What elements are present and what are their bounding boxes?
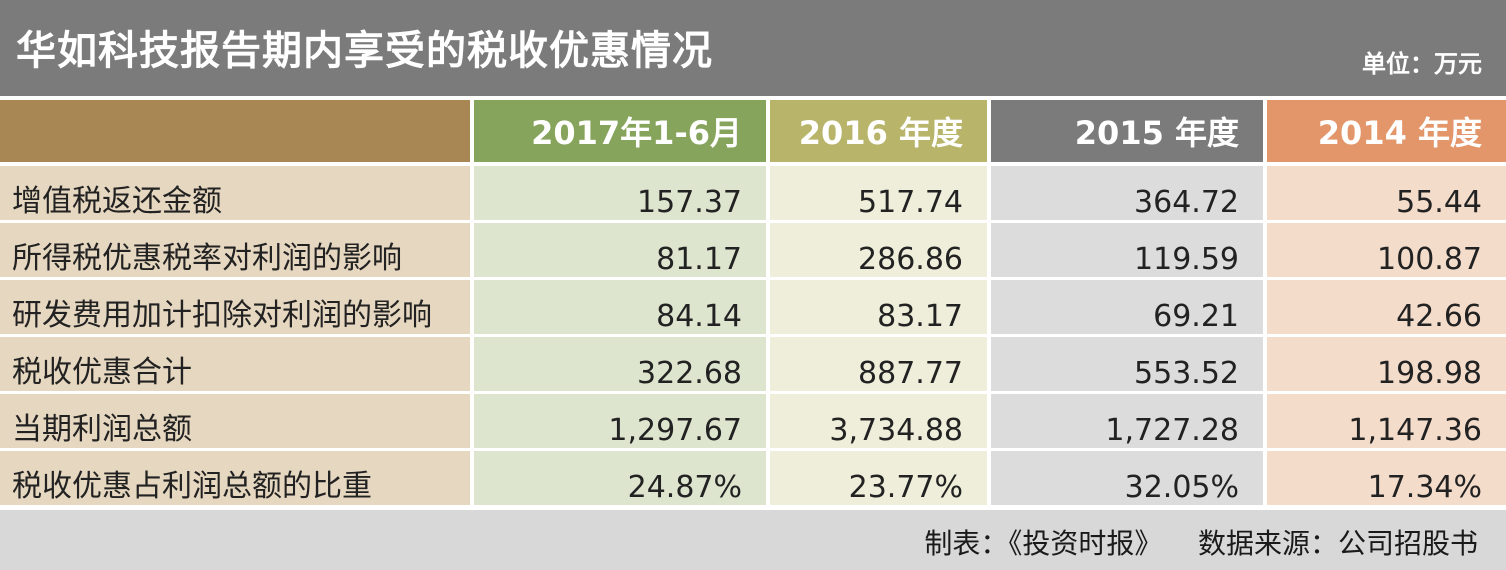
row-label: 当期利润总额 xyxy=(0,392,474,451)
table-cell: 32.05% xyxy=(989,449,1267,508)
table-cell: 1,727.28 xyxy=(989,392,1267,451)
header-row: 2017年1-6月 2016 年度 2015 年度 2014 年度 xyxy=(0,100,1506,166)
column-header: 2015 年度 xyxy=(989,100,1267,166)
row-label: 增值税返还金额 xyxy=(0,164,474,223)
row-label: 税收优惠占利润总额的比重 xyxy=(0,449,474,508)
footer-maker: 制表：《投资时报》 xyxy=(924,527,1163,560)
table-cell: 553.52 xyxy=(989,335,1267,394)
table-cell: 1,147.36 xyxy=(1265,392,1506,451)
table-row: 税收优惠合计 322.68 887.77 553.52 198.98 xyxy=(0,335,1506,394)
column-header: 2014 年度 xyxy=(1265,100,1506,166)
table-cell: 286.86 xyxy=(768,221,991,280)
table-cell: 81.17 xyxy=(472,221,770,280)
table-cell: 84.14 xyxy=(472,278,770,337)
header-label-cell xyxy=(0,100,474,166)
title-bar: 华如科技报告期内享受的税收优惠情况 单位：万元 xyxy=(0,0,1506,96)
table-cell: 198.98 xyxy=(1265,335,1506,394)
table-cell: 17.34% xyxy=(1265,449,1506,508)
table-cell: 24.87% xyxy=(472,449,770,508)
row-label: 所得税优惠税率对利润的影响 xyxy=(0,221,474,280)
table-row: 当期利润总额 1,297.67 3,734.88 1,727.28 1,147.… xyxy=(0,392,1506,451)
table-cell: 55.44 xyxy=(1265,164,1506,223)
table-cell: 1,297.67 xyxy=(472,392,770,451)
footer-gap xyxy=(1171,527,1189,560)
table-cell: 887.77 xyxy=(768,335,991,394)
footer-source: 数据来源：公司招股书 xyxy=(1197,527,1478,560)
column-header: 2017年1-6月 xyxy=(472,100,770,166)
footer-bar: 制表：《投资时报》 数据来源：公司招股书 xyxy=(0,510,1506,570)
table-cell: 69.21 xyxy=(989,278,1267,337)
table-cell: 119.59 xyxy=(989,221,1267,280)
table-cell: 157.37 xyxy=(472,164,770,223)
table-cell: 100.87 xyxy=(1265,221,1506,280)
page-title: 华如科技报告期内享受的税收优惠情况 xyxy=(16,28,713,74)
table-cell: 3,734.88 xyxy=(768,392,991,451)
table-row: 税收优惠占利润总额的比重 24.87% 23.77% 32.05% 17.34% xyxy=(0,449,1506,508)
tax-benefit-table: 2017年1-6月 2016 年度 2015 年度 2014 年度 增值税返还金… xyxy=(0,100,1506,508)
table-cell: 364.72 xyxy=(989,164,1267,223)
table-cell: 23.77% xyxy=(768,449,991,508)
column-header: 2016 年度 xyxy=(768,100,991,166)
unit-label: 单位：万元 xyxy=(1362,50,1482,78)
table-cell: 83.17 xyxy=(768,278,991,337)
table-row: 增值税返还金额 157.37 517.74 364.72 55.44 xyxy=(0,164,1506,223)
row-label: 研发费用加计扣除对利润的影响 xyxy=(0,278,474,337)
footer-credits: 制表：《投资时报》 数据来源：公司招股书 xyxy=(924,522,1478,562)
table-row: 研发费用加计扣除对利润的影响 84.14 83.17 69.21 42.66 xyxy=(0,278,1506,337)
row-label: 税收优惠合计 xyxy=(0,335,474,394)
table-row: 所得税优惠税率对利润的影响 81.17 286.86 119.59 100.87 xyxy=(0,221,1506,280)
table-cell: 322.68 xyxy=(472,335,770,394)
table-cell: 42.66 xyxy=(1265,278,1506,337)
table-cell: 517.74 xyxy=(768,164,991,223)
